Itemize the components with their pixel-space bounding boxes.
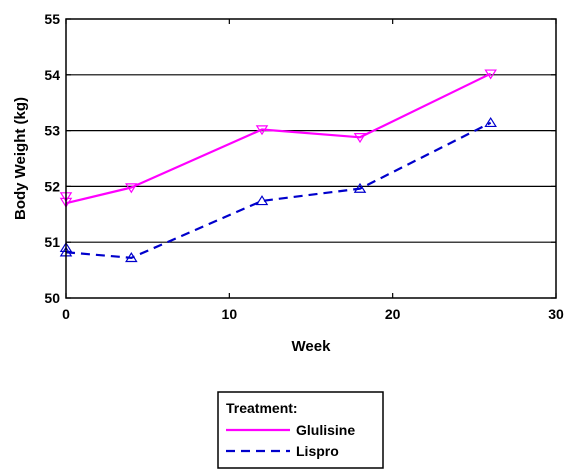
x-tick-label: 30 (548, 306, 564, 322)
y-tick-label: 50 (44, 290, 60, 306)
tick-labels: 50 51 52 53 54 55 0 10 20 30 (44, 11, 564, 322)
plot-frame (65, 18, 557, 299)
y-tick-label: 55 (44, 11, 60, 27)
series-line-glulisine (65, 72, 492, 205)
data-point-lispro (125, 252, 138, 263)
data-point-glulisine (125, 183, 138, 194)
series-lines (65, 72, 492, 259)
series-markers (59, 69, 497, 263)
legend-title: Treatment: (226, 400, 298, 416)
x-tick-label: 10 (222, 306, 238, 322)
data-point-glulisine (353, 133, 367, 144)
legend-label-lispro: Lispro (296, 443, 339, 459)
legend: Treatment: Glulisine Lispro (217, 391, 384, 469)
y-tick-label: 52 (44, 178, 60, 194)
axes (65, 18, 557, 299)
data-point-glulisine (484, 69, 497, 80)
y-tick-label: 54 (44, 67, 60, 83)
grid-lines (66, 74, 556, 243)
legend-entries: Glulisine Lispro (226, 422, 355, 459)
y-tick-label: 51 (44, 234, 60, 250)
data-point-lispro (255, 195, 269, 206)
legend-label-glulisine: Glulisine (296, 422, 355, 438)
y-axis-label: Body Weight (kg) (12, 97, 29, 220)
data-point-glulisine (255, 125, 269, 136)
data-point-lispro (484, 116, 497, 128)
y-tick-label: 53 (44, 123, 60, 139)
x-axis-label: Week (292, 338, 332, 355)
x-tick-label: 0 (62, 306, 70, 322)
x-tick-label: 20 (385, 306, 401, 322)
data-point-lispro (353, 182, 367, 193)
